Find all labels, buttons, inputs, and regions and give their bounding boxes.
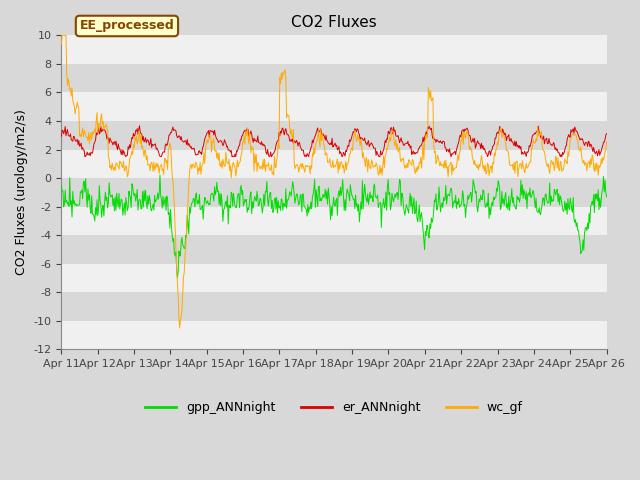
Y-axis label: CO2 Fluxes (urology/m2/s): CO2 Fluxes (urology/m2/s) [15,109,28,275]
Bar [61,264,607,292]
Title: CO2 Fluxes: CO2 Fluxes [291,15,377,30]
Bar [61,149,607,178]
Bar [61,321,607,349]
Bar [61,93,607,121]
Text: EE_processed: EE_processed [79,20,174,33]
Bar [61,206,607,235]
Bar [61,36,607,64]
Legend: gpp_ANNnight, er_ANNnight, wc_gf: gpp_ANNnight, er_ANNnight, wc_gf [140,396,528,420]
